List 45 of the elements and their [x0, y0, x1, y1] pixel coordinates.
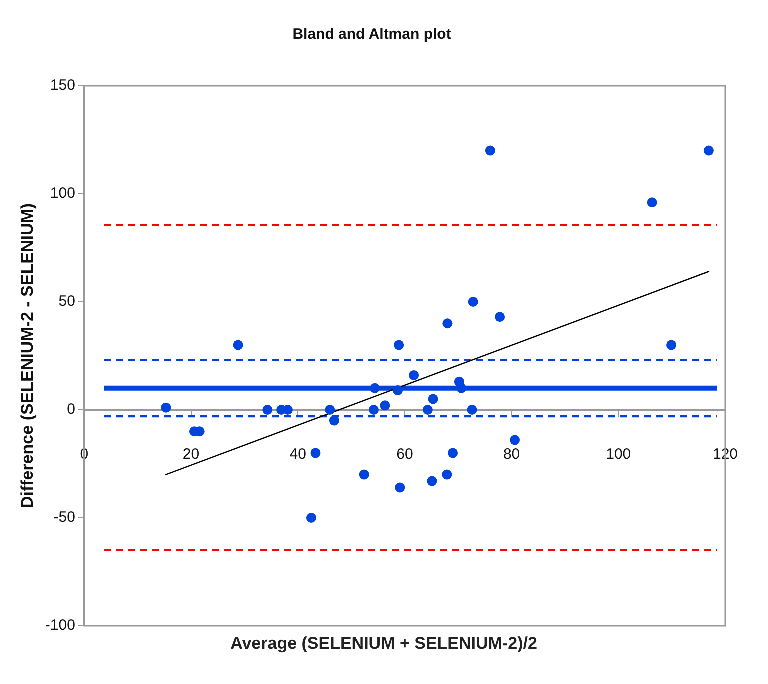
chart-title: Bland and Altman plot	[292, 26, 452, 44]
x-tick-label: 60	[396, 446, 414, 464]
point	[467, 405, 478, 415]
x-tick-label: 40	[290, 446, 306, 464]
x-axis-title: Average (SELENIUM + SELENIUM-2)/2	[230, 634, 538, 654]
x-tick-label: 120	[712, 446, 738, 464]
point	[468, 297, 478, 307]
point	[325, 405, 336, 415]
point	[427, 476, 438, 486]
point	[428, 394, 438, 404]
y-tick-label: -100	[45, 617, 76, 634]
point	[370, 383, 380, 394]
point	[510, 435, 520, 446]
point	[394, 340, 404, 350]
point	[393, 386, 404, 396]
point	[448, 448, 458, 458]
point	[456, 383, 467, 394]
point	[495, 312, 506, 322]
point	[442, 470, 452, 480]
point	[380, 400, 390, 411]
point	[359, 470, 370, 480]
point	[647, 198, 658, 208]
point	[485, 146, 496, 156]
point	[704, 146, 714, 156]
x-tick-label: 20	[182, 446, 200, 464]
point	[666, 340, 677, 350]
point	[442, 318, 453, 329]
x-tick-label: 80	[503, 446, 520, 464]
y-tick-label: 100	[50, 185, 76, 202]
point	[329, 416, 340, 426]
y-tick-label: 50	[58, 293, 76, 310]
point	[409, 370, 420, 380]
point	[395, 482, 406, 493]
point	[161, 402, 172, 413]
y-tick-label: 150	[50, 77, 76, 94]
y-tick-label: 0	[67, 401, 76, 418]
y-tick-label: -50	[54, 509, 76, 526]
point	[310, 448, 321, 458]
point	[422, 405, 433, 415]
x-tick-label: 100	[606, 446, 632, 464]
y-axis-title: Difference (SELENIUM-2 - SELENIUM)	[18, 203, 37, 509]
point	[233, 340, 244, 350]
point	[262, 405, 273, 415]
point	[306, 513, 316, 523]
point	[368, 405, 379, 415]
